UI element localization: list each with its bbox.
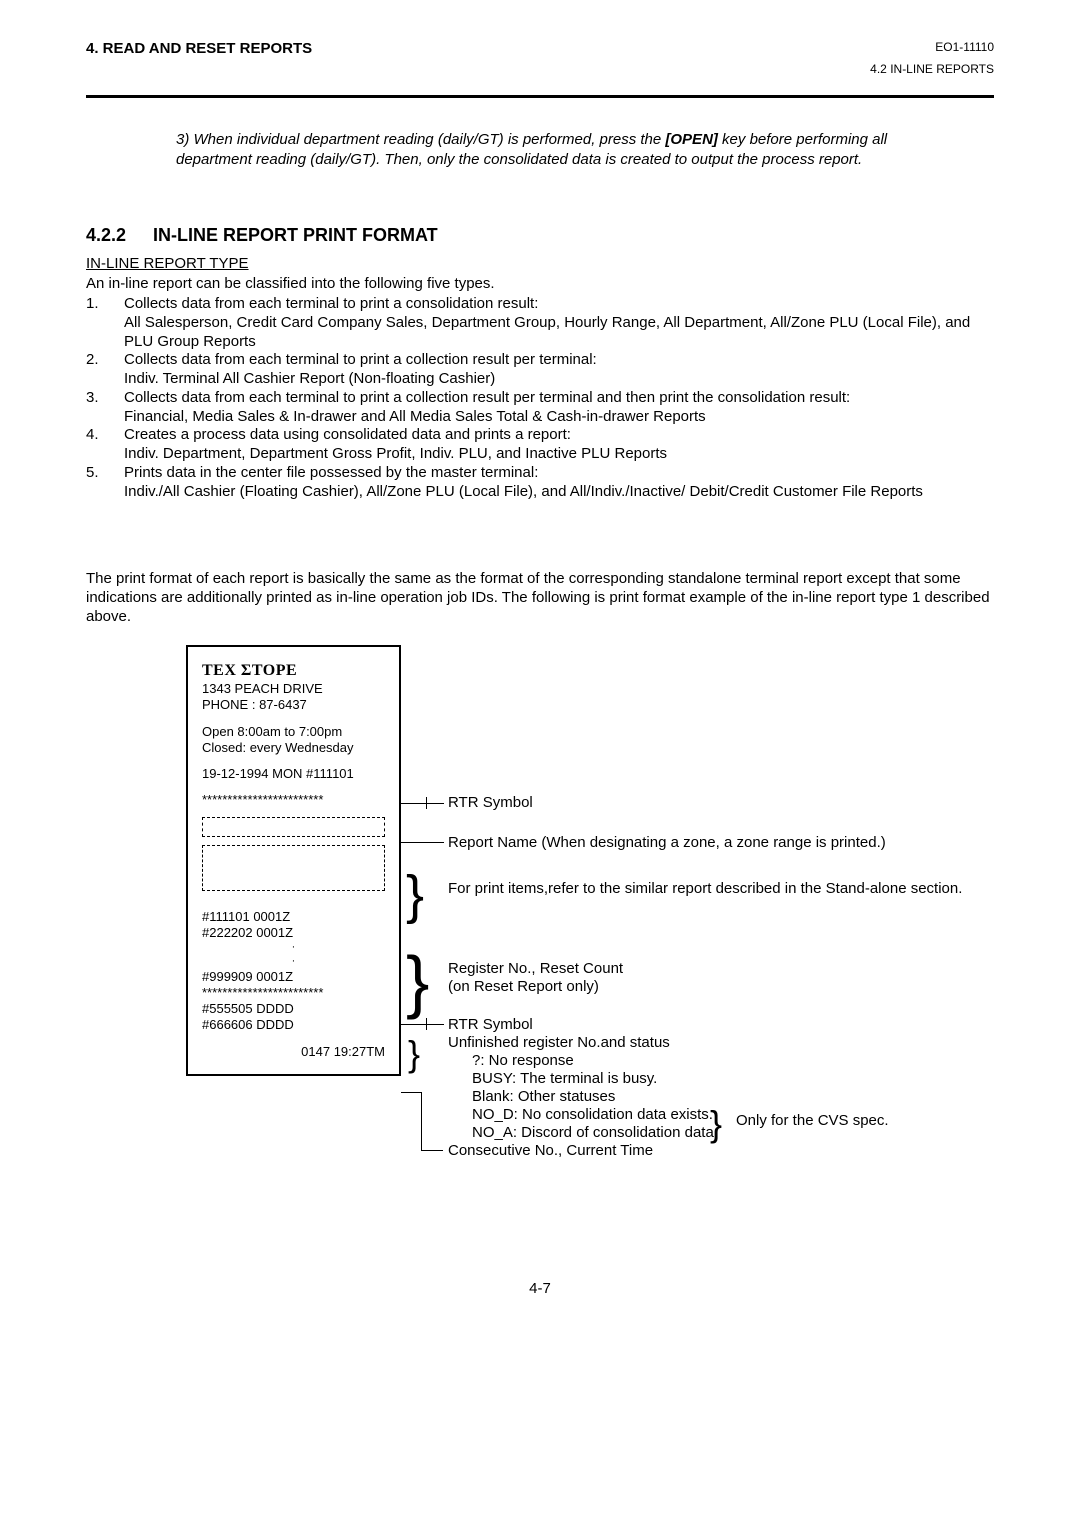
intro-line: An in-line report can be classified into… [86,275,495,292]
rtr-stars-2: ************************ [202,985,385,1001]
brace-icon: } [406,946,429,1016]
annot-rtr-2: RTR Symbol [448,1016,533,1034]
header-section: 4. READ AND RESET REPORTS [86,40,312,57]
page-header: 4. READ AND RESET REPORTS EO1-11110 4.2 … [86,40,994,80]
print-items-box [202,845,385,891]
header-subsection: 4.2 IN-LINE REPORTS [870,62,994,76]
reg-line-1: #111101 0001Z [202,909,385,925]
page-number: 4-7 [0,1280,1080,1297]
connector [401,803,426,804]
receipt-date: 19-12-1994 MON #111101 [202,766,385,782]
annot-regno: Register No., Reset Count (on Reset Repo… [448,960,623,996]
connector [401,842,444,843]
annot-cvs: Only for the CVS spec. [736,1112,889,1129]
subheading: IN-LINE REPORT TYPE [86,255,249,272]
connector [421,1150,443,1151]
connector [401,1024,426,1025]
section-heading: 4.2.2 IN-LINE REPORT PRINT FORMAT [86,225,438,246]
connector [401,1092,421,1093]
list-item: 5.Prints data in the center file possess… [86,464,994,502]
connector [421,1092,422,1150]
connector [426,803,444,804]
note3-bold: [OPEN] [665,131,718,148]
unfinished-2: #666606 DDDD [202,1017,385,1033]
store-open: Open 8:00am to 7:00pm [202,724,385,740]
annot-rtr-1: RTR Symbol [448,794,533,812]
note3-part1: 3) When individual department reading (d… [176,131,665,148]
store-phone: PHONE : 87-6437 [202,697,385,713]
brace-icon: } [710,1106,722,1142]
report-name-box [202,817,385,837]
list-item: 4.Creates a process data using consolida… [86,426,994,464]
note-3: 3) When individual department reading (d… [176,130,966,169]
rtr-stars-1: ************************ [202,792,385,808]
list-item: 2.Collects data from each terminal to pr… [86,351,994,389]
annot-print-items: For print items,refer to the similar rep… [448,880,988,898]
closing-paragraph: The print format of each report is basic… [86,570,994,626]
annot-report-name: Report Name (When designating a zone, a … [448,834,886,852]
connector [426,1024,444,1025]
reg-line-3: #999909 0001Z [202,969,385,985]
reg-line-2: #222202 0001Z [202,925,385,941]
unfinished-1: #555505 DDDD [202,1001,385,1017]
section-title: IN-LINE REPORT PRINT FORMAT [153,225,438,245]
brace-icon: } [406,868,424,922]
receipt-sample: TEX ΣTOPE 1343 PEACH DRIVE PHONE : 87-64… [186,645,401,1076]
header-doc-no: EO1-11110 [935,40,994,54]
receipt-time: 0147 19:27TM [202,1044,385,1060]
store-name: TEX ΣTOPE [202,661,385,681]
section-num: 4.2.2 [86,225,148,246]
annot-unfinished: Unfinished register No.and status ?: No … [448,1034,718,1142]
brace-icon: } [408,1036,420,1072]
annot-consec: Consecutive No., Current Time [448,1142,653,1160]
header-rule [86,95,994,98]
reg-dots: ·· [202,941,385,969]
store-closed: Closed: every Wednesday [202,740,385,756]
list-item: 1.Collects data from each terminal to pr… [86,295,994,351]
list-item: 3.Collects data from each terminal to pr… [86,389,994,427]
numbered-list: 1.Collects data from each terminal to pr… [86,295,994,501]
store-addr: 1343 PEACH DRIVE [202,681,385,697]
